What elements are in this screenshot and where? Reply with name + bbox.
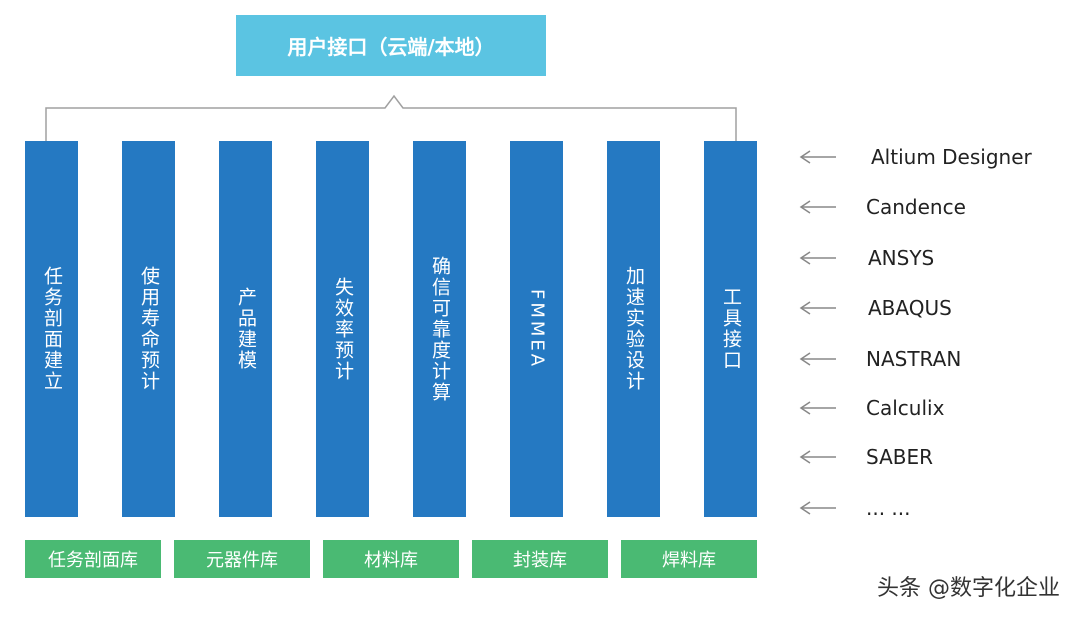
module-label: 工具接口: [720, 287, 742, 371]
module-label: FMMEA: [526, 288, 548, 370]
module-label: 任务剖面建立: [41, 266, 63, 392]
library-task-profile: 任务剖面库: [25, 540, 161, 578]
module-task-profile: 任务剖面建立: [25, 141, 78, 517]
arrow-left-icon: [799, 501, 836, 515]
module-product-modeling: 产品建模: [219, 141, 272, 517]
module-reliability-calc: 确信可靠度计算: [413, 141, 466, 517]
tool-name: Calculix: [866, 396, 945, 420]
tool-item: NASTRAN: [798, 344, 961, 374]
tool-item: Candence: [798, 192, 966, 222]
tool-name: Altium Designer: [871, 145, 1032, 169]
tool-name: NASTRAN: [866, 347, 962, 371]
tool-item: Altium Designer: [798, 142, 1032, 172]
tool-item: SABER: [798, 442, 933, 472]
watermark: 头条 @数字化企业: [877, 576, 1060, 601]
module-label: 加速实验设计: [623, 266, 645, 392]
library-components: 元器件库: [174, 540, 310, 578]
arrow-left-icon: [799, 450, 836, 464]
module-label: 失效率预计: [332, 276, 354, 382]
module-life-prediction: 使用寿命预计: [122, 141, 175, 517]
arrow-left-icon: [799, 200, 836, 214]
library-label: 任务剖面库: [48, 550, 138, 571]
module-label: 确信可靠度计算: [429, 255, 451, 403]
arrow-left-icon: [799, 301, 836, 315]
arrow-left-icon: [799, 401, 836, 415]
library-solder: 焊料库: [621, 540, 757, 578]
module-accelerated-test: 加速实验设计: [607, 141, 660, 517]
tool-name: ABAQUS: [868, 296, 952, 320]
module-tool-interface: 工具接口: [704, 141, 757, 517]
tool-name: SABER: [866, 445, 934, 469]
arrow-left-icon: [799, 251, 836, 265]
module-failure-rate: 失效率预计: [316, 141, 369, 517]
library-label: 焊料库: [662, 550, 716, 571]
tool-name: ANSYS: [868, 246, 935, 270]
user-interface-title: 用户接口（云端/本地）: [287, 35, 495, 59]
library-label: 封装库: [513, 550, 567, 571]
library-label: 材料库: [364, 550, 418, 571]
tool-item: Calculix: [798, 393, 944, 423]
tool-item: ANSYS: [798, 243, 934, 273]
tool-name: ... ...: [866, 496, 911, 520]
tool-name: Candence: [866, 195, 966, 219]
arrow-left-icon: [799, 352, 836, 366]
module-label: 产品建模: [235, 287, 257, 371]
user-interface-box: 用户接口（云端/本地）: [236, 15, 546, 76]
tool-item: ... ...: [798, 493, 911, 523]
module-label: 使用寿命预计: [138, 266, 160, 392]
library-label: 元器件库: [206, 550, 278, 571]
module-fmmea: FMMEA: [510, 141, 563, 517]
arrow-left-icon: [799, 150, 836, 164]
library-packaging: 封装库: [472, 540, 608, 578]
library-materials: 材料库: [323, 540, 459, 578]
tool-item: ABAQUS: [798, 293, 952, 323]
